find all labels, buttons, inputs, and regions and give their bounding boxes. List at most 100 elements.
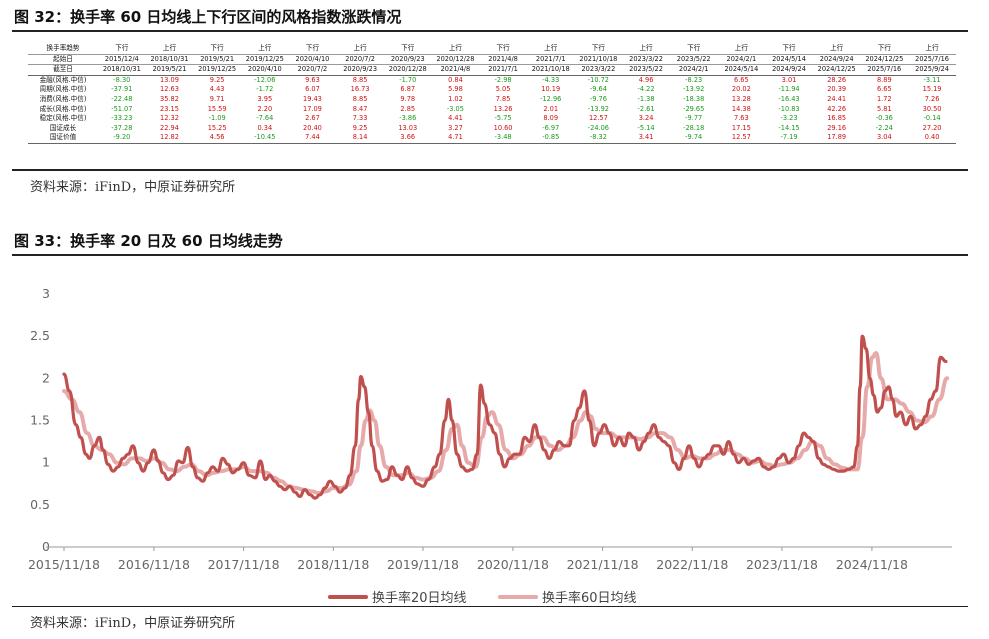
table-cell: -37.28: [111, 123, 133, 132]
table-row: 截至日 2018/10/31 2019/5/21 2019/12/25 2020/4/1…: [28, 64, 956, 76]
table-cell: 20.39: [827, 85, 847, 94]
x-tick-label: 2021/11/18: [567, 557, 639, 572]
table-cell: 7.26: [924, 94, 940, 103]
table-cell: 7.33: [352, 114, 368, 123]
table-cell: 2024/12/25: [812, 64, 861, 76]
y-tick-label: 2.5: [30, 328, 50, 343]
title-rule-33: [12, 254, 968, 256]
table-cell: 9.25: [209, 75, 225, 84]
table-cell: -6.97: [542, 123, 560, 132]
table-cell: -3.48: [479, 133, 527, 144]
table-cell: 0.34: [257, 123, 273, 132]
turnover-ma-line-chart: 00.511.522.53 2015/11/182016/11/182017/1…: [28, 286, 952, 606]
table-cell: -9.76: [589, 94, 607, 103]
y-tick-label: 1.5: [30, 413, 50, 428]
x-tick-label: 2016/11/18: [118, 557, 190, 572]
table-cell: 3.01: [781, 75, 797, 84]
table-cell: 0.84: [448, 75, 463, 84]
table-cell: 上行: [431, 44, 480, 55]
table-row: 稳定(风格.中信) -33.23 12.32 -1.09 -7.64 2.67 7.33 -3…: [28, 114, 956, 124]
chart-bottom-rule: [12, 606, 968, 607]
table-cell: -3.11: [923, 75, 941, 84]
table-cell: 15.19: [922, 85, 942, 94]
table-cell: 下行: [574, 44, 623, 55]
table-cell: 4.56: [193, 133, 241, 144]
table-cell: 12.32: [160, 114, 179, 123]
table-cell: 10.19: [541, 85, 561, 94]
table-cell: 下行: [479, 44, 527, 55]
row-label: 周期(风格.中信): [39, 85, 87, 94]
table-cell: 下行: [98, 44, 146, 55]
table-cell: 15.59: [207, 104, 227, 113]
table-cell: 2020/9/23: [336, 64, 384, 76]
table-cell: 16.85: [827, 114, 847, 123]
y-tick-label: 1: [42, 455, 50, 470]
table-cell: 5.81: [876, 104, 892, 113]
row-label: 起始日: [28, 54, 98, 66]
table-cell: -2.98: [494, 75, 512, 84]
table-cell: 2020/12/28: [431, 54, 480, 66]
table-cell: 3.66: [383, 133, 432, 144]
table-cell: 8.89: [876, 75, 892, 84]
table-cell: 上行: [812, 44, 861, 55]
table-cell: 2024/2/1: [717, 54, 766, 66]
table-cell: 17.89: [812, 133, 861, 144]
table-cell: 下行: [765, 44, 813, 55]
table-cell: 上行: [336, 44, 384, 55]
table-cell: 2018/10/31: [98, 64, 146, 76]
table-cell: 30.50: [922, 104, 942, 113]
table-row: 换手率趋势 下行 上行 下行 上行 下行 上行 下行 上行 下行 上行 下行 上行 下行 上行 下行 上行 下行上…: [28, 44, 956, 55]
table-cell: 16.73: [350, 85, 370, 94]
table-cell: 17.15: [731, 123, 751, 132]
style-index-table: 换手率趋势 下行 上行 下行 上行 下行 上行 下行 上行 下行 上行 下行 上行 下行 上行 下行 上行 下行上…: [28, 44, 956, 144]
table-cell: -14.15: [778, 123, 800, 132]
table-cell: -10.83: [778, 104, 800, 113]
table-cell: 2023/5/22: [622, 64, 670, 76]
table-cell: 下行: [860, 44, 909, 55]
table-cell: -0.85: [526, 133, 575, 144]
table-cell: -28.18: [683, 123, 705, 132]
table-cell: 2019/12/25: [240, 54, 289, 66]
table-cell: 2.67: [305, 114, 320, 123]
table-cell: 8.85: [352, 94, 368, 103]
table-cell: -3.23: [780, 114, 798, 123]
table-cell: 2021/7/1: [526, 54, 575, 66]
table-cell: 2.85: [400, 104, 416, 113]
table-cell: -18.38: [683, 94, 705, 103]
table-row: 周期(风格.中信) -37.91 12.63 4.43 -1.72 6.07 16.73 6.…: [28, 85, 956, 95]
table-cell: 7.85: [495, 94, 511, 103]
table-cell: 9.63: [305, 75, 320, 84]
table-cell: 下行: [383, 44, 432, 55]
table-cell: 2025/9/24: [908, 64, 956, 76]
series-line-ma20: [62, 334, 948, 500]
x-tick-label: 2018/11/18: [297, 557, 369, 572]
table-cell: -8.32: [574, 133, 623, 144]
table-cell: 12.63: [160, 85, 179, 94]
table-cell: 2024/9/24: [765, 64, 813, 76]
table-cell: 6.07: [305, 85, 320, 94]
table-cell: -10.45: [240, 133, 289, 144]
table-cell: -51.07: [111, 104, 133, 113]
table-cell: 2020/4/10: [240, 64, 289, 76]
table-row: 消费(风格.中信) -22.48 35.82 9.71 3.95 19.43 8.85 9.7…: [28, 95, 956, 105]
table-cell: 8.85: [352, 75, 368, 84]
table-cell: -8.23: [685, 75, 703, 84]
table-cell: -8.30: [113, 75, 131, 84]
table-cell: 35.82: [160, 94, 179, 103]
table-cell: 6.65: [734, 75, 749, 84]
table-cell: 上行: [622, 44, 670, 55]
table-cell: 2020/7/2: [336, 54, 384, 66]
table-cell: 6.65: [876, 85, 892, 94]
table-cell: 下行: [669, 44, 718, 55]
style-index-table-wrap: 换手率趋势 下行 上行 下行 上行 下行 上行 下行 上行 下行 上行 下行 上行 下行 上行 下行 上行 下行上…: [28, 44, 956, 144]
row-label: 成长(风格.中信): [39, 104, 87, 113]
x-tick-label: 2022/11/18: [656, 557, 728, 572]
table-cell: 14.38: [731, 104, 751, 113]
table-cell: 3.41: [622, 133, 670, 144]
table-cell: 2019/12/25: [193, 64, 241, 76]
table-cell: 12.57: [588, 114, 608, 123]
table-cell: 2020/4/10: [288, 54, 337, 66]
table-cell: 2019/5/21: [193, 54, 241, 66]
figure-33-source: 资料来源：iFinD，中原证券研究所: [30, 616, 236, 631]
table-cell: 下行: [288, 44, 337, 55]
